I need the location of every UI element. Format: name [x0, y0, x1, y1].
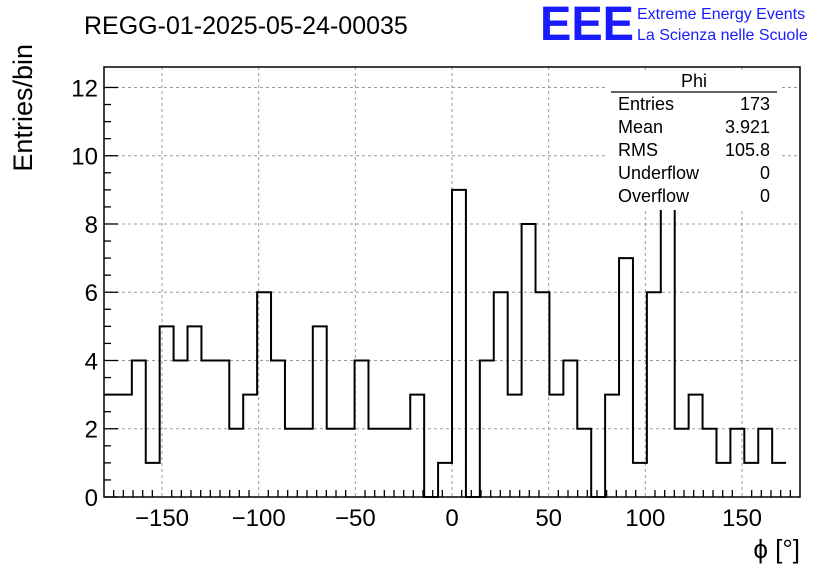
stats-box-background [606, 70, 782, 210]
y-axis-label: Entries/bin [8, 44, 38, 172]
tick-labels: −150 −100 −50 0 50 100 150 0 2 4 6 8 10 12 [71, 75, 762, 532]
x-tick-label: 100 [625, 505, 665, 532]
stats-label-overflow: Overflow [618, 186, 690, 206]
stats-value-overflow: 0 [760, 186, 770, 206]
y-tick-label: 2 [85, 417, 98, 444]
run-id-title: REGG-01-2025-05-24-00035 [84, 12, 408, 40]
y-tick-label: 0 [85, 485, 98, 512]
y-tick-label: 10 [71, 144, 98, 171]
x-tick-label: 50 [535, 505, 562, 532]
stats-value-mean: 3.921 [725, 117, 770, 137]
plot-frame [103, 66, 801, 498]
org-name: Extreme Energy Events [637, 6, 805, 23]
stats-label-rms: RMS [618, 140, 658, 160]
stats-value-rms: 105.8 [725, 140, 770, 160]
eee-logo: EEE [540, 0, 634, 51]
x-tick-label: −50 [335, 505, 376, 532]
x-tick-label: 0 [445, 505, 458, 532]
y-tick-label: 12 [71, 75, 98, 102]
x-tick-label: −150 [135, 505, 189, 532]
stats-box: Phi Entries 173 Mean 3.921 RMS 105.8 Und… [606, 70, 782, 210]
y-tick-label: 6 [85, 280, 98, 307]
stats-value-underflow: 0 [760, 163, 770, 183]
stats-title: Phi [681, 71, 707, 91]
histogram-outline [104, 154, 787, 498]
histogram-bars [104, 154, 787, 498]
stats-label-entries: Entries [618, 94, 674, 114]
y-tick-label: 8 [85, 212, 98, 239]
stats-label-underflow: Underflow [618, 163, 700, 183]
org-subtitle: La Scienza nelle Scuole [637, 27, 808, 44]
axis-ticks [104, 86, 791, 498]
x-tick-label: −100 [232, 505, 286, 532]
x-axis-label: ϕ [°] [753, 534, 800, 564]
stats-label-mean: Mean [618, 117, 663, 137]
y-tick-label: 4 [85, 348, 98, 375]
x-tick-label: 150 [722, 505, 762, 532]
stats-value-entries: 173 [740, 94, 770, 114]
